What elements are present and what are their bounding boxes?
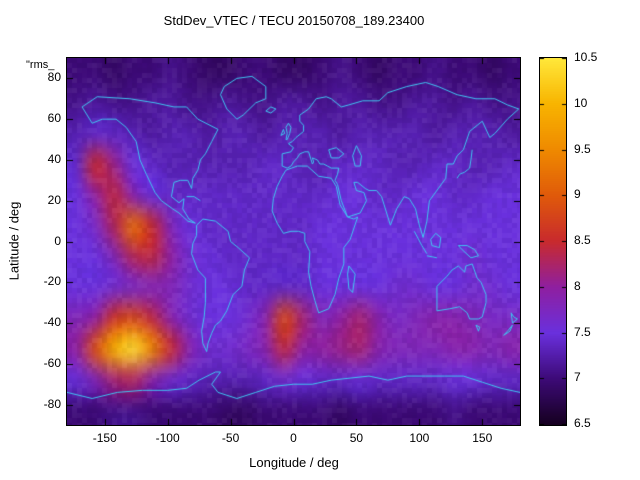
x-tick-label: -50 [221,431,240,445]
plot-frame [66,57,521,426]
colorbar-canvas [540,58,566,425]
y-tick-label: 60 [47,111,61,126]
x-axis-label: Longitude / deg [249,455,339,470]
y-tick-label: 20 [47,192,61,207]
corner-annotation: "rms_ [26,59,55,71]
y-tick-label: 40 [47,151,61,166]
colorbar-tick-label: 9 [574,187,581,202]
x-tick-label: 0 [290,431,297,445]
y-tick-label: -80 [43,396,61,411]
colorbar-tick-label: 10.5 [574,50,598,64]
chart-title: StdDev_VTEC / TECU 20150708_189.23400 [163,13,425,28]
colorbar-tick-label: 8.5 [574,233,591,247]
colorbar-tick-label: 10 [574,95,588,110]
heatmap-canvas [67,58,520,425]
y-tick-label: -40 [43,315,61,330]
colorbar-tick-label: 7.5 [574,324,591,339]
y-tick-label: 0 [54,233,61,248]
y-tick-label: 80 [47,70,61,85]
y-tick-label: -20 [43,274,61,289]
colorbar-frame [539,57,567,426]
colorbar-tick-label: 8 [574,278,581,293]
y-tick-label: -60 [43,355,61,370]
colorbar-tick-label: 6.5 [574,416,591,430]
x-tick-label: -100 [155,431,180,445]
x-tick-label: 100 [409,431,430,445]
colorbar-tick-label: 9.5 [574,141,591,156]
x-tick-label: -150 [92,431,117,445]
x-tick-label: 50 [349,431,364,445]
colorbar-tick-label: 7 [574,370,581,385]
x-tick-label: 150 [472,431,493,445]
